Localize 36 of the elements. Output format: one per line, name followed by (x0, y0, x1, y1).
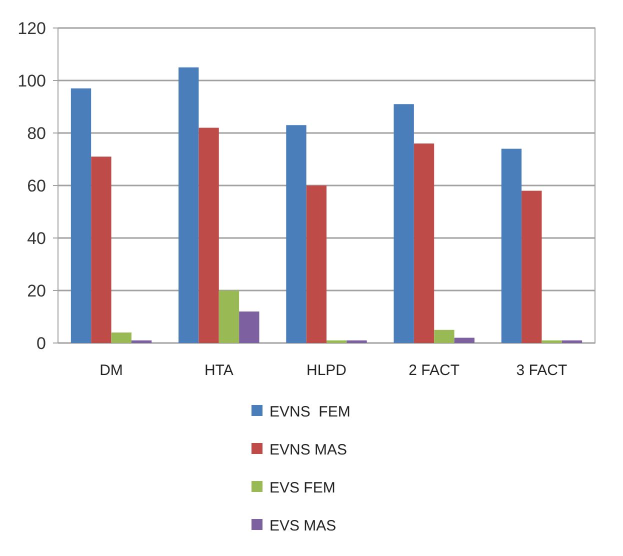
y-tick-label: 100 (18, 71, 46, 90)
x-tick-label: HLPD (306, 362, 347, 379)
bar (306, 186, 326, 343)
bar (239, 312, 260, 343)
y-tick-label: 60 (27, 176, 46, 196)
y-tick-label: 120 (18, 18, 46, 38)
x-tick-label: 2 FACT (408, 362, 460, 379)
bar (454, 338, 474, 343)
legend-label: EVS FEM (270, 479, 336, 496)
bar (286, 125, 306, 343)
bar (346, 340, 367, 343)
bar (522, 190, 542, 343)
y-tick-label: 0 (36, 334, 46, 353)
bar (414, 144, 434, 343)
legend-label: EVS MAS (270, 517, 336, 534)
bar (70, 88, 92, 343)
bar (111, 332, 132, 343)
y-tick-label: 40 (27, 228, 46, 248)
bar (542, 340, 562, 343)
legend-label: EVNS MAS (270, 441, 348, 458)
x-tick-label: HTA (204, 362, 234, 379)
y-tick-label: 80 (27, 124, 46, 143)
bar (501, 148, 522, 343)
bar (562, 340, 582, 343)
bar (91, 156, 112, 343)
y-tick-label: 20 (27, 281, 46, 300)
bar (198, 128, 219, 343)
x-tick-label: DM (100, 362, 123, 379)
legend-label: EVNS FEM (270, 403, 350, 420)
bar (434, 330, 454, 343)
bar (178, 67, 199, 343)
bar (131, 340, 152, 343)
bar (326, 340, 347, 343)
bar (394, 104, 414, 343)
bar (218, 290, 240, 343)
x-tick-label: 3 FACT (516, 362, 568, 379)
